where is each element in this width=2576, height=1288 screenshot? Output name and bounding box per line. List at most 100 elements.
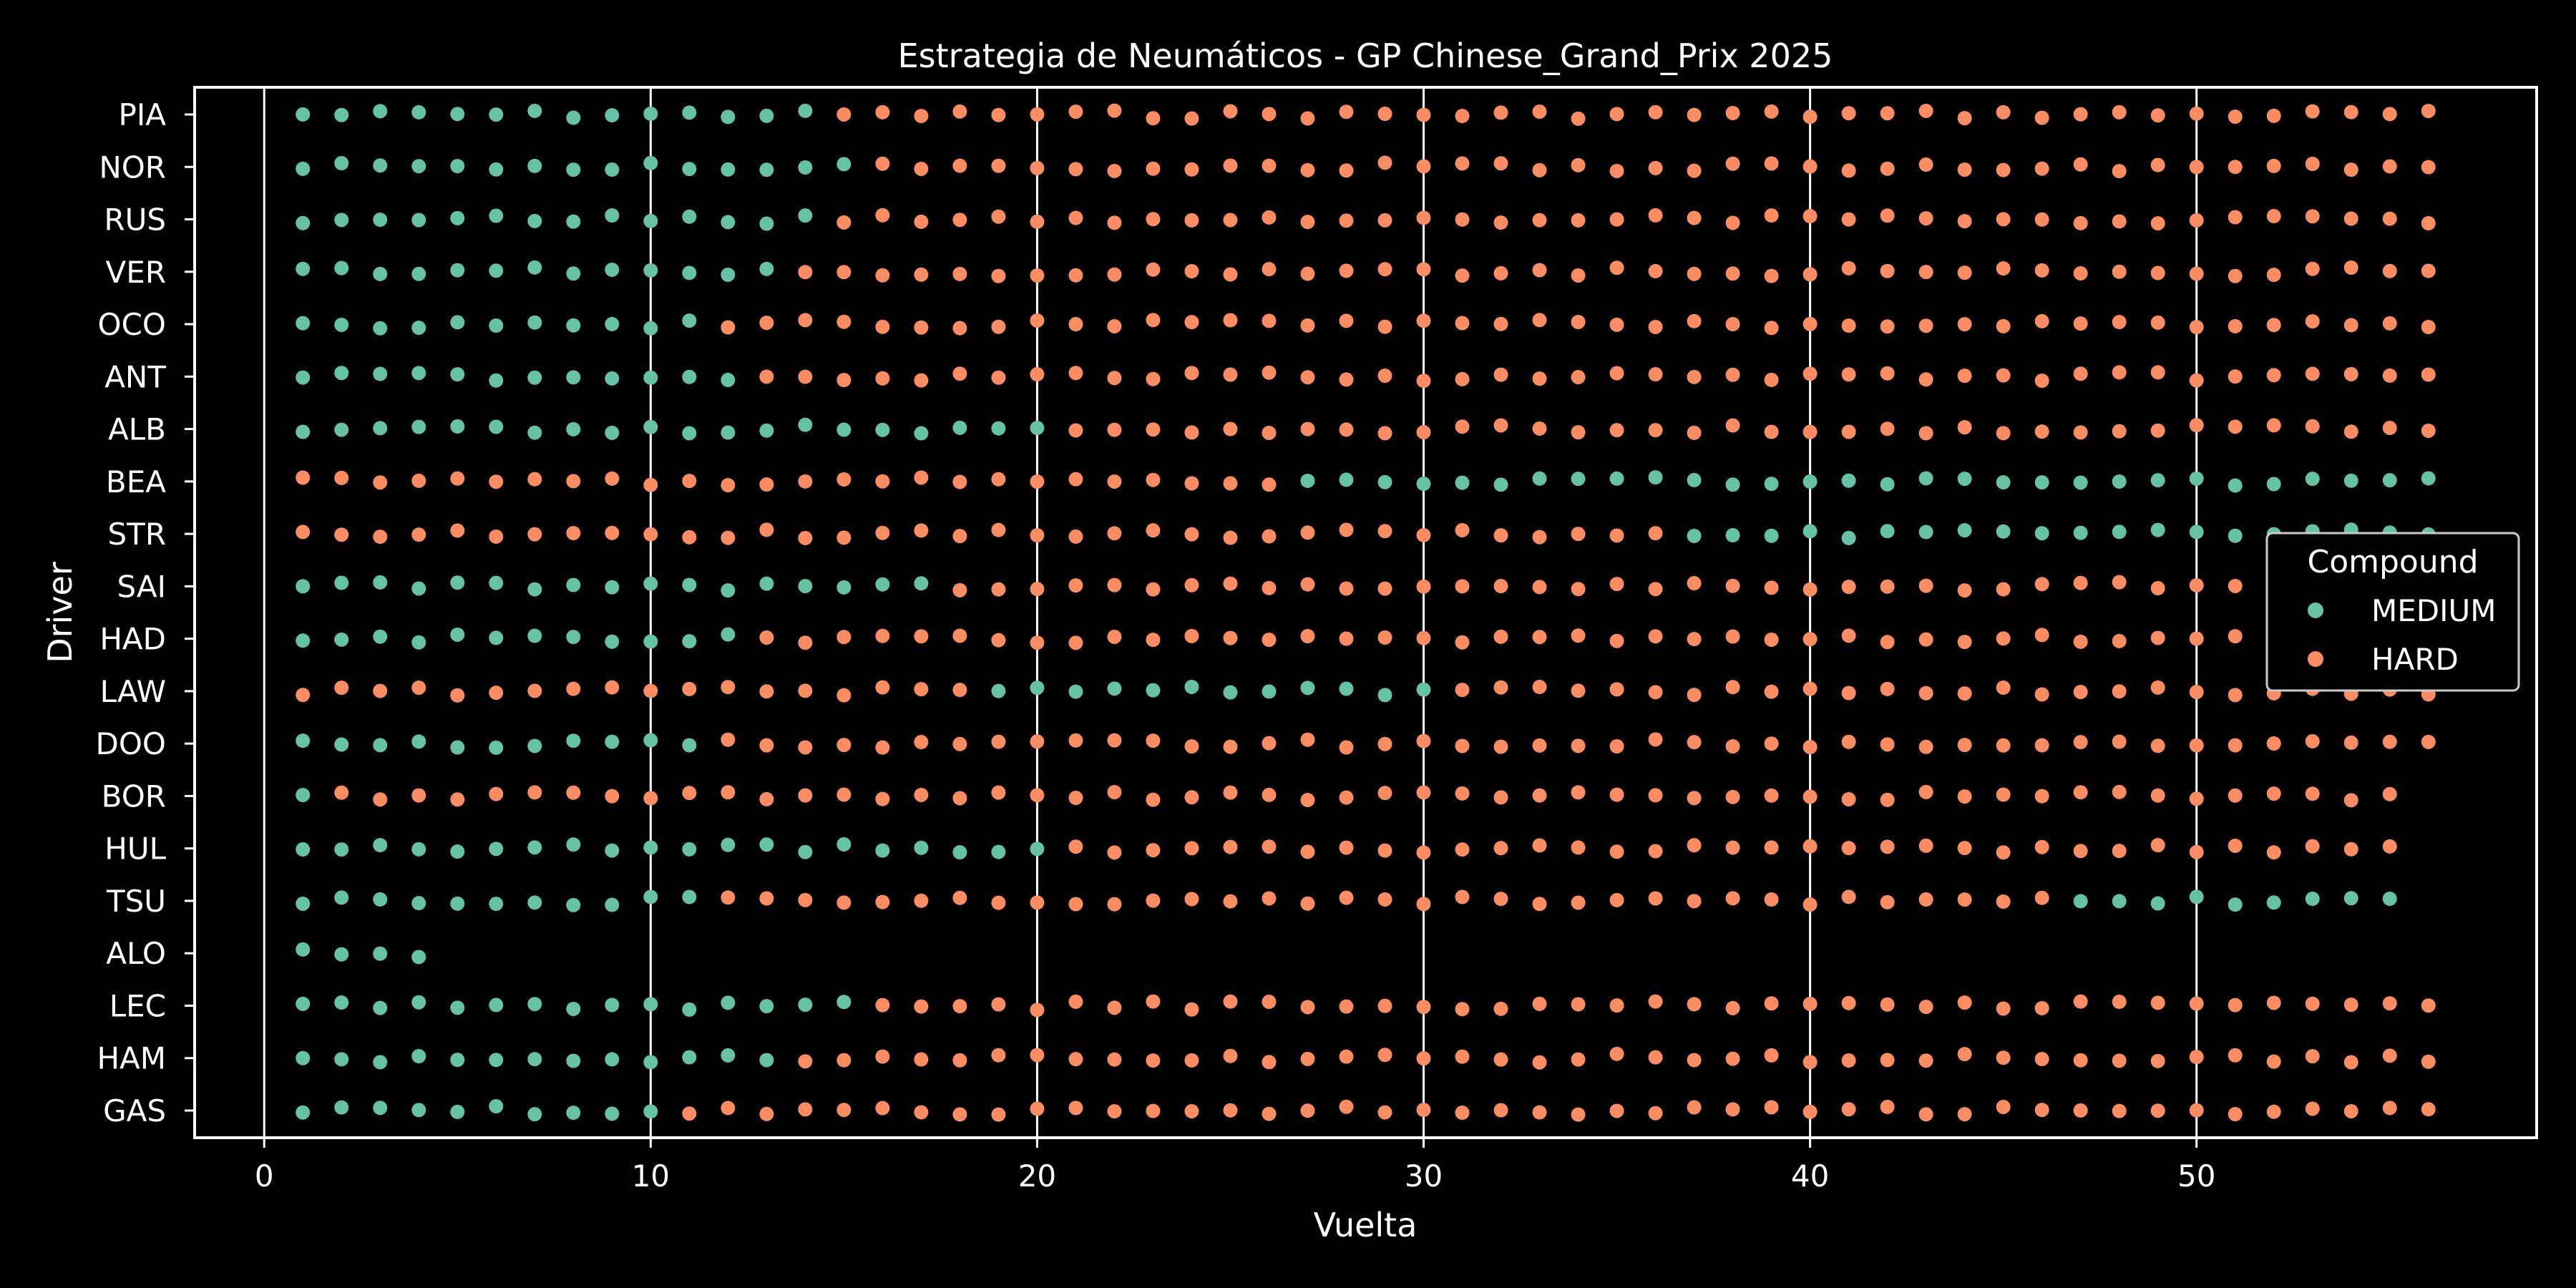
- lap-point-bea-21: [1068, 472, 1083, 487]
- lap-point-lec-40: [1802, 996, 1818, 1011]
- lap-point-law-25: [1223, 685, 1238, 700]
- lap-point-pia-36: [1648, 104, 1663, 119]
- lap-point-ver-29: [1377, 262, 1392, 277]
- lap-point-hul-3: [373, 838, 388, 853]
- lap-point-sai-20: [1030, 582, 1045, 597]
- lap-point-had-3: [373, 629, 388, 644]
- lap-point-ham-8: [566, 1053, 581, 1068]
- lap-point-doo-23: [1146, 733, 1161, 748]
- lap-point-bea-49: [2150, 473, 2165, 488]
- lap-point-oco-28: [1339, 313, 1354, 328]
- lap-point-oco-14: [798, 313, 813, 328]
- lap-point-sai-11: [682, 577, 697, 592]
- lap-point-rus-37: [1687, 210, 1702, 225]
- lap-point-ham-13: [759, 1053, 774, 1068]
- lap-point-ver-3: [373, 266, 388, 281]
- lap-point-lec-21: [1068, 994, 1083, 1009]
- lap-point-sai-35: [1609, 577, 1624, 592]
- legend-box: [2265, 532, 2520, 692]
- lap-point-ant-1: [296, 370, 311, 385]
- lap-point-ham-46: [2034, 1052, 2049, 1067]
- lap-point-alb-26: [1262, 425, 1277, 440]
- lap-point-bor-45: [1996, 787, 2011, 802]
- lap-point-oco-51: [2228, 318, 2243, 333]
- lap-point-oco-44: [1957, 317, 1972, 332]
- lap-point-ham-26: [1262, 1055, 1277, 1070]
- lap-point-hul-50: [2189, 844, 2204, 859]
- lap-point-lec-31: [1455, 1002, 1470, 1017]
- lap-point-rus-30: [1416, 210, 1431, 225]
- lap-point-bor-2: [334, 785, 349, 800]
- lap-point-hul-33: [1532, 838, 1547, 853]
- lap-point-doo-16: [875, 740, 890, 755]
- lap-point-ham-48: [2112, 1053, 2127, 1068]
- lap-point-ant-40: [1802, 366, 1818, 381]
- lap-point-bor-1: [296, 788, 311, 803]
- lap-point-ant-26: [1262, 365, 1277, 380]
- lap-point-nor-15: [836, 157, 852, 172]
- lap-point-bor-43: [1918, 784, 1933, 799]
- lap-point-doo-50: [2189, 738, 2204, 753]
- lap-point-str-41: [1841, 530, 1856, 545]
- lap-point-had-12: [721, 627, 736, 642]
- lap-point-bor-16: [875, 791, 890, 806]
- y-tick-label-ant: ANT: [104, 359, 166, 394]
- lap-point-tsu-39: [1764, 892, 1779, 907]
- lap-point-bor-23: [1146, 792, 1161, 807]
- lap-point-rus-56: [2421, 216, 2436, 231]
- lap-point-ham-54: [2343, 1055, 2358, 1070]
- lap-point-bor-31: [1455, 786, 1470, 801]
- lap-point-law-48: [2112, 684, 2127, 699]
- lap-point-tsu-6: [489, 897, 504, 912]
- lap-point-bor-38: [1725, 789, 1740, 804]
- lap-point-doo-11: [682, 738, 697, 753]
- lap-point-oco-55: [2382, 316, 2397, 331]
- lap-point-doo-15: [836, 738, 852, 753]
- lap-point-gas-22: [1107, 1104, 1122, 1119]
- lap-point-tsu-40: [1802, 897, 1818, 912]
- lap-point-sai-30: [1416, 579, 1431, 594]
- lap-point-lec-2: [334, 995, 349, 1010]
- lap-point-sai-32: [1493, 579, 1508, 594]
- lap-point-ant-4: [411, 366, 426, 381]
- lap-point-lec-36: [1648, 994, 1663, 1009]
- lap-point-alb-7: [527, 425, 542, 440]
- lap-point-oco-41: [1841, 318, 1856, 333]
- lap-point-bor-52: [2266, 786, 2281, 801]
- chart-title: Estrategia de Neumáticos - GP Chinese_Gr…: [898, 36, 1833, 75]
- lap-point-ver-52: [2266, 268, 2281, 283]
- lap-point-had-14: [798, 635, 813, 650]
- lap-point-bea-39: [1764, 477, 1779, 492]
- lap-point-had-17: [914, 629, 929, 644]
- lap-point-law-29: [1377, 688, 1392, 703]
- lap-point-nor-13: [759, 162, 774, 177]
- lap-point-sai-36: [1648, 582, 1663, 597]
- lap-point-alb-5: [450, 419, 465, 434]
- legend-marker-hard: [2308, 651, 2323, 667]
- lap-point-hul-53: [2305, 839, 2320, 854]
- lap-point-ver-4: [411, 266, 426, 281]
- lap-point-str-36: [1648, 526, 1663, 541]
- lap-point-gas-42: [1880, 1099, 1895, 1114]
- lap-point-rus-2: [334, 213, 349, 228]
- lap-point-ver-32: [1493, 265, 1508, 280]
- lap-point-had-45: [1996, 631, 2011, 646]
- lap-point-pia-30: [1416, 107, 1431, 122]
- y-tick-label-hul: HUL: [104, 831, 166, 867]
- lap-point-alb-41: [1841, 424, 1856, 439]
- x-axis-label: Vuelta: [1314, 1206, 1418, 1244]
- lap-point-ver-42: [1880, 263, 1895, 278]
- lap-point-oco-17: [914, 320, 929, 335]
- lap-point-hul-42: [1880, 839, 1895, 854]
- lap-point-lec-10: [643, 997, 658, 1012]
- lap-point-oco-22: [1107, 318, 1122, 333]
- lap-point-oco-15: [836, 314, 852, 329]
- lap-point-alb-23: [1146, 422, 1161, 437]
- lap-point-ver-31: [1455, 268, 1470, 283]
- lap-point-hul-39: [1764, 840, 1779, 855]
- lap-point-bor-33: [1532, 788, 1547, 803]
- lap-point-ant-12: [721, 373, 736, 388]
- lap-point-ham-2: [334, 1052, 349, 1067]
- lap-point-sai-34: [1571, 582, 1586, 597]
- lap-point-tsu-21: [1068, 897, 1083, 912]
